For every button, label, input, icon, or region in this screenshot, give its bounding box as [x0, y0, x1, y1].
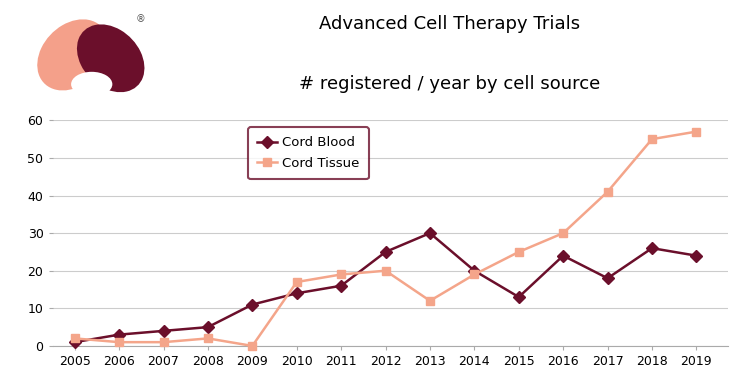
Ellipse shape [77, 24, 145, 92]
Cord Tissue [159, 340, 168, 344]
Line: Cord Blood: Cord Blood [70, 229, 701, 346]
Cord Blood [292, 291, 302, 296]
Cord Tissue [381, 268, 390, 273]
Cord Tissue [70, 336, 80, 341]
Cord Tissue [203, 336, 212, 341]
Ellipse shape [71, 72, 112, 97]
Cord Tissue [292, 280, 302, 284]
Text: ®: ® [136, 14, 146, 24]
Cord Tissue [603, 190, 612, 194]
Cord Blood [159, 329, 168, 333]
Cord Blood [248, 302, 256, 307]
Cord Blood [514, 295, 523, 299]
Cord Blood [115, 332, 124, 337]
Cord Tissue [470, 272, 478, 277]
Cord Blood [647, 246, 656, 250]
Cord Blood [692, 253, 701, 258]
Cord Tissue [425, 299, 434, 303]
Cord Tissue [647, 137, 656, 141]
Cord Blood [337, 284, 346, 288]
Cord Blood [603, 276, 612, 280]
Cord Blood [425, 231, 434, 235]
Ellipse shape [38, 19, 108, 91]
Cord Blood [470, 268, 478, 273]
Cord Tissue [115, 340, 124, 344]
Cord Tissue [248, 344, 256, 348]
Cord Tissue [692, 129, 701, 134]
Cord Tissue [514, 250, 523, 254]
Cord Tissue [337, 272, 346, 277]
Cord Tissue [559, 231, 568, 235]
Line: Cord Tissue: Cord Tissue [70, 127, 701, 350]
Cord Blood [559, 253, 568, 258]
Cord Blood [381, 250, 390, 254]
Legend: Cord Blood, Cord Tissue: Cord Blood, Cord Tissue [248, 127, 369, 179]
Cord Blood [70, 340, 80, 344]
Cord Blood [203, 325, 212, 329]
Text: # registered / year by cell source: # registered / year by cell source [299, 75, 601, 93]
Text: Advanced Cell Therapy Trials: Advanced Cell Therapy Trials [320, 15, 580, 33]
